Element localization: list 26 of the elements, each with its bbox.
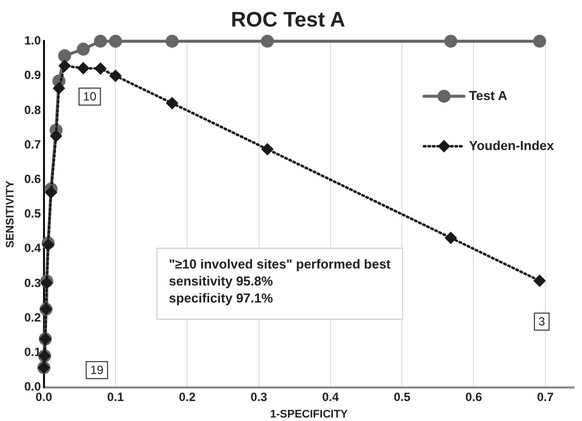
x-tick-label: 0.6 [465,390,482,404]
y-tick-label: 0.8 [24,102,42,117]
annotation: "≥10 involved sites" performed best sensitivity 95.8% specificity 97.1% [168,256,392,306]
y-tick-label: 0.1 [24,345,42,360]
x-tick-label: 0.2 [178,390,196,404]
x-tick-label: 0.4 [322,390,340,404]
x-tick-label: 0.5 [394,390,411,404]
annotation: 19 [90,362,104,377]
y-tick-label: 0.9 [24,68,42,82]
x-tick-label: 0.7 [537,390,554,404]
y-tick-label: 0.5 [24,206,42,221]
annotation: 10 [83,89,97,104]
y-tick-label: 0.6 [24,172,42,186]
x-tick-label: 0.3 [250,390,268,404]
y-axis-title: SENSITIVITY [4,180,17,248]
legend-label: Test A [469,88,508,103]
chart-title: ROC Test A [230,8,346,32]
annotation: 3 [538,314,546,328]
y-tick-label: 0.7 [24,137,42,152]
y-tick-label: 0.2 [24,310,42,324]
x-axis-title: 1-SPECIFICITY [270,408,348,420]
y-tick-label: 0.4 [24,241,42,256]
x-tick-label: 0.1 [107,390,124,404]
legend-label: Youden-Index [469,138,555,153]
y-tick-label: 1.0 [24,34,42,48]
y-tick-label: 0.3 [24,276,42,290]
